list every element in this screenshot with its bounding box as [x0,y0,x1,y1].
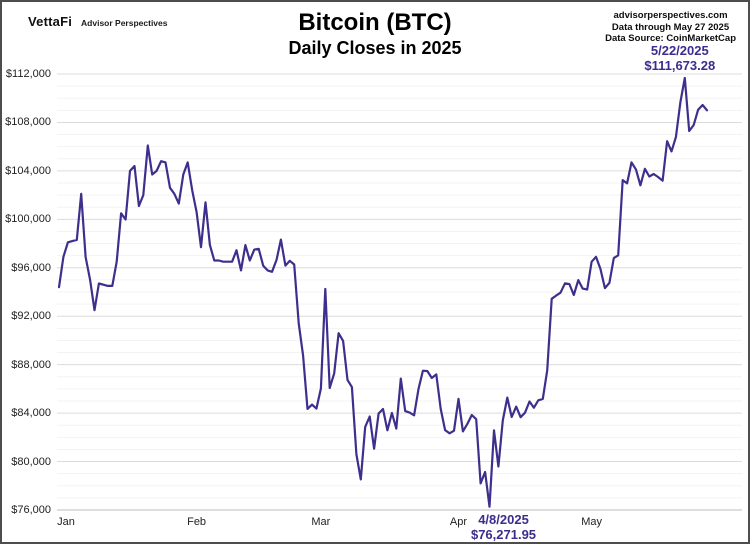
vettafi-tagline-text: Advisor Perspectives [81,18,168,28]
x-axis-tick-label: Jan [57,516,75,528]
x-axis-tick-label: Apr [449,516,467,528]
vettafi-brand-text: VettaFi [28,14,73,29]
peak-annotation-value: $111,673.28 [644,58,716,73]
y-axis-tick-label: $96,000 [11,261,51,274]
peak-annotation-date: 5/22/2025 [650,43,709,58]
trough-annotation-date: 4/8/2025 [478,512,529,527]
y-axis-tick-label: $84,000 [11,407,51,420]
btc-price-line [57,76,709,508]
x-axis-tick-label: May [581,516,602,528]
y-axis-tick-label: $104,000 [5,164,51,177]
x-axis-tick-label: Mar [311,516,331,528]
source-site-line: advisorperspectives.com [613,10,728,21]
y-axis-tick-label: $92,000 [11,310,51,323]
y-axis-tick-label: $88,000 [11,358,51,371]
y-axis-tick-label: $112,000 [5,68,51,80]
vettafi-logo: VettaFi Advisor Perspectives [28,13,168,31]
y-axis-tick-label: $108,000 [5,116,51,129]
y-axis-tick-label: $80,000 [11,455,51,468]
source-data-through-line: Data through May 27 2025 [611,21,730,33]
peak-annotation: 5/22/2025 $111,673.28 [622,43,738,73]
source-info-block: advisorperspectives.com Data through May… [605,10,736,45]
source-data-source-line: Data Source: CoinMarketCap [605,33,736,44]
y-axis-tick-label: $100,000 [5,213,51,226]
y-axis-tick-label: $76,000 [11,504,51,516]
trough-annotation: 4/8/2025 $76,271.95 [448,512,560,542]
x-axis-tick-label: Feb [187,516,207,528]
trough-annotation-value: $76,271.95 [470,527,537,542]
